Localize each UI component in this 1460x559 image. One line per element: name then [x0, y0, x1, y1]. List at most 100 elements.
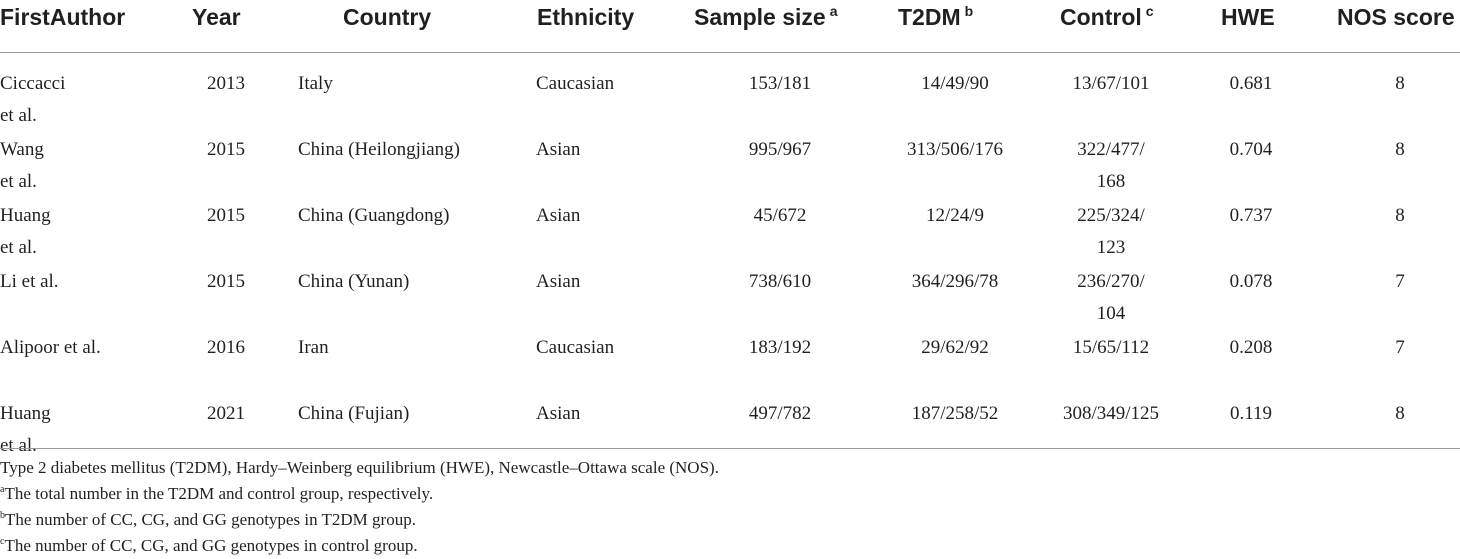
cell-line: 308/349/125: [1062, 403, 1160, 424]
cell-line: 738/610: [748, 271, 812, 292]
cell-control: 225/324/123: [1036, 200, 1186, 264]
cell-line: Huang: [0, 403, 51, 424]
header-country: Country: [343, 4, 432, 30]
cell-first-author: Wang et al.: [0, 134, 190, 198]
cell-line: 45/672: [753, 205, 807, 226]
cell-line: 15/65/112: [1072, 337, 1150, 358]
footnote-b: bThe number of CC, CG, and GG genotypes …: [0, 510, 416, 529]
cell-year: 2021: [190, 398, 262, 430]
cell-year: 2015: [190, 200, 262, 232]
cell-line: Asian: [536, 139, 581, 160]
cell-hwe: 0.737: [1206, 200, 1296, 232]
cell-line: 0.737: [1229, 205, 1273, 226]
cell-line: Wang: [0, 139, 44, 160]
cell-nos-score: 8: [1350, 134, 1450, 166]
cell-year: 2015: [190, 266, 262, 298]
footnote-abbreviations: Type 2 diabetes mellitus (T2DM), Hardy–W…: [0, 458, 719, 477]
cell-hwe: 0.704: [1206, 134, 1296, 166]
cell-line: 0.681: [1229, 73, 1273, 94]
cell-line: Huang: [0, 205, 51, 226]
cell-control: 308/349/125: [1036, 398, 1186, 430]
cell-line: China (Guangdong): [298, 205, 450, 226]
cell-country: China (Yunan): [298, 266, 518, 298]
cell-t2dm: 187/258/52: [880, 398, 1030, 430]
cell-first-author: Ciccacci et al.: [0, 68, 190, 132]
cell-year: 2016: [190, 332, 262, 364]
header-t2dm-footnote-mark: b: [964, 3, 974, 19]
cell-first-author: Huang et al.: [0, 398, 190, 462]
cell-country: Iran: [298, 332, 518, 364]
cell-line: et al.: [0, 105, 37, 126]
cell-line: 187/258/52: [911, 403, 999, 424]
cell-line: 8: [1395, 205, 1405, 226]
cell-country: Italy: [298, 68, 518, 100]
cell-nos-score: 8: [1350, 68, 1450, 100]
cell-line: 2021: [207, 403, 245, 424]
header-sample-size-footnote-mark: a: [829, 3, 838, 19]
cell-first-author: Li et al.: [0, 266, 190, 298]
cell-country: China (Guangdong): [298, 200, 518, 232]
cell-nos-score: 8: [1350, 200, 1450, 232]
cell-line: Ciccacci: [0, 73, 66, 94]
cell-control: 13/67/101: [1036, 68, 1186, 100]
cell-line: 2015: [207, 205, 245, 226]
cell-line: 7: [1395, 271, 1405, 292]
cell-line: China (Heilongjiang): [298, 139, 460, 160]
cell-line: et al.: [0, 171, 37, 192]
header-first-author: FirstAuthor: [0, 4, 126, 30]
cell-line: 0.704: [1229, 139, 1273, 160]
cell-line: China (Fujian): [298, 403, 410, 424]
cell-first-author: Huang et al.: [0, 200, 190, 264]
cell-line: Li et al.: [0, 271, 59, 292]
cell-country: China (Heilongjiang): [298, 134, 518, 166]
cell-ethnicity: Asian: [536, 200, 686, 232]
header-nos-score: NOS score: [1337, 4, 1455, 30]
cell-sample-size: 183/192: [690, 332, 870, 364]
cell-control: 15/65/112: [1036, 332, 1186, 364]
cell-line: 225/324/: [1077, 205, 1145, 226]
cell-line: 0.078: [1229, 271, 1273, 292]
table-bottom-rule: [0, 448, 1460, 449]
cell-t2dm: 14/49/90: [880, 68, 1030, 100]
header-control-footnote-mark: c: [1145, 3, 1154, 19]
cell-line: Asian: [536, 205, 581, 226]
cell-t2dm: 313/506/176: [880, 134, 1030, 166]
cell-line: et al.: [0, 237, 37, 258]
header-hwe: HWE: [1221, 4, 1275, 30]
cell-line: Alipoor et al.: [0, 337, 101, 358]
cell-line: 123: [1096, 237, 1126, 258]
cell-line: 8: [1395, 73, 1405, 94]
cell-first-author: Alipoor et al.: [0, 332, 190, 364]
cell-line: 183/192: [748, 337, 812, 358]
cell-line: Asian: [536, 271, 581, 292]
cell-line: 2016: [207, 337, 245, 358]
header-control: Control c: [1060, 3, 1154, 30]
cell-line: 2013: [207, 73, 245, 94]
cell-line: 8: [1395, 403, 1405, 424]
cell-line: China (Yunan): [298, 271, 410, 292]
cell-sample-size: 45/672: [690, 200, 870, 232]
cell-year: 2015: [190, 134, 262, 166]
cell-t2dm: 12/24/9: [880, 200, 1030, 232]
cell-line: Iran: [298, 337, 329, 358]
cell-line: 2015: [207, 271, 245, 292]
cell-ethnicity: Asian: [536, 398, 686, 430]
cell-control: 322/477/168: [1036, 134, 1186, 198]
cell-country: China (Fujian): [298, 398, 518, 430]
cell-line: 12/24/9: [925, 205, 985, 226]
cell-line: 236/270/: [1077, 271, 1145, 292]
footnote-c: cThe number of CC, CG, and GG genotypes …: [0, 536, 418, 555]
cell-line: Asian: [536, 403, 581, 424]
cell-line: 29/62/92: [921, 337, 989, 358]
cell-nos-score: 7: [1350, 266, 1450, 298]
cell-line: Italy: [298, 73, 333, 94]
footnote-a: aThe total number in the T2DM and contro…: [0, 484, 434, 503]
cell-line: 364/296/78: [911, 271, 999, 292]
cell-sample-size: 995/967: [690, 134, 870, 166]
cell-year: 2013: [190, 68, 262, 100]
cell-line: 322/477/: [1077, 139, 1145, 160]
cell-line: 8: [1395, 139, 1405, 160]
cell-ethnicity: Caucasian: [536, 68, 686, 100]
cell-control: 236/270/104: [1036, 266, 1186, 330]
cell-ethnicity: Asian: [536, 134, 686, 166]
